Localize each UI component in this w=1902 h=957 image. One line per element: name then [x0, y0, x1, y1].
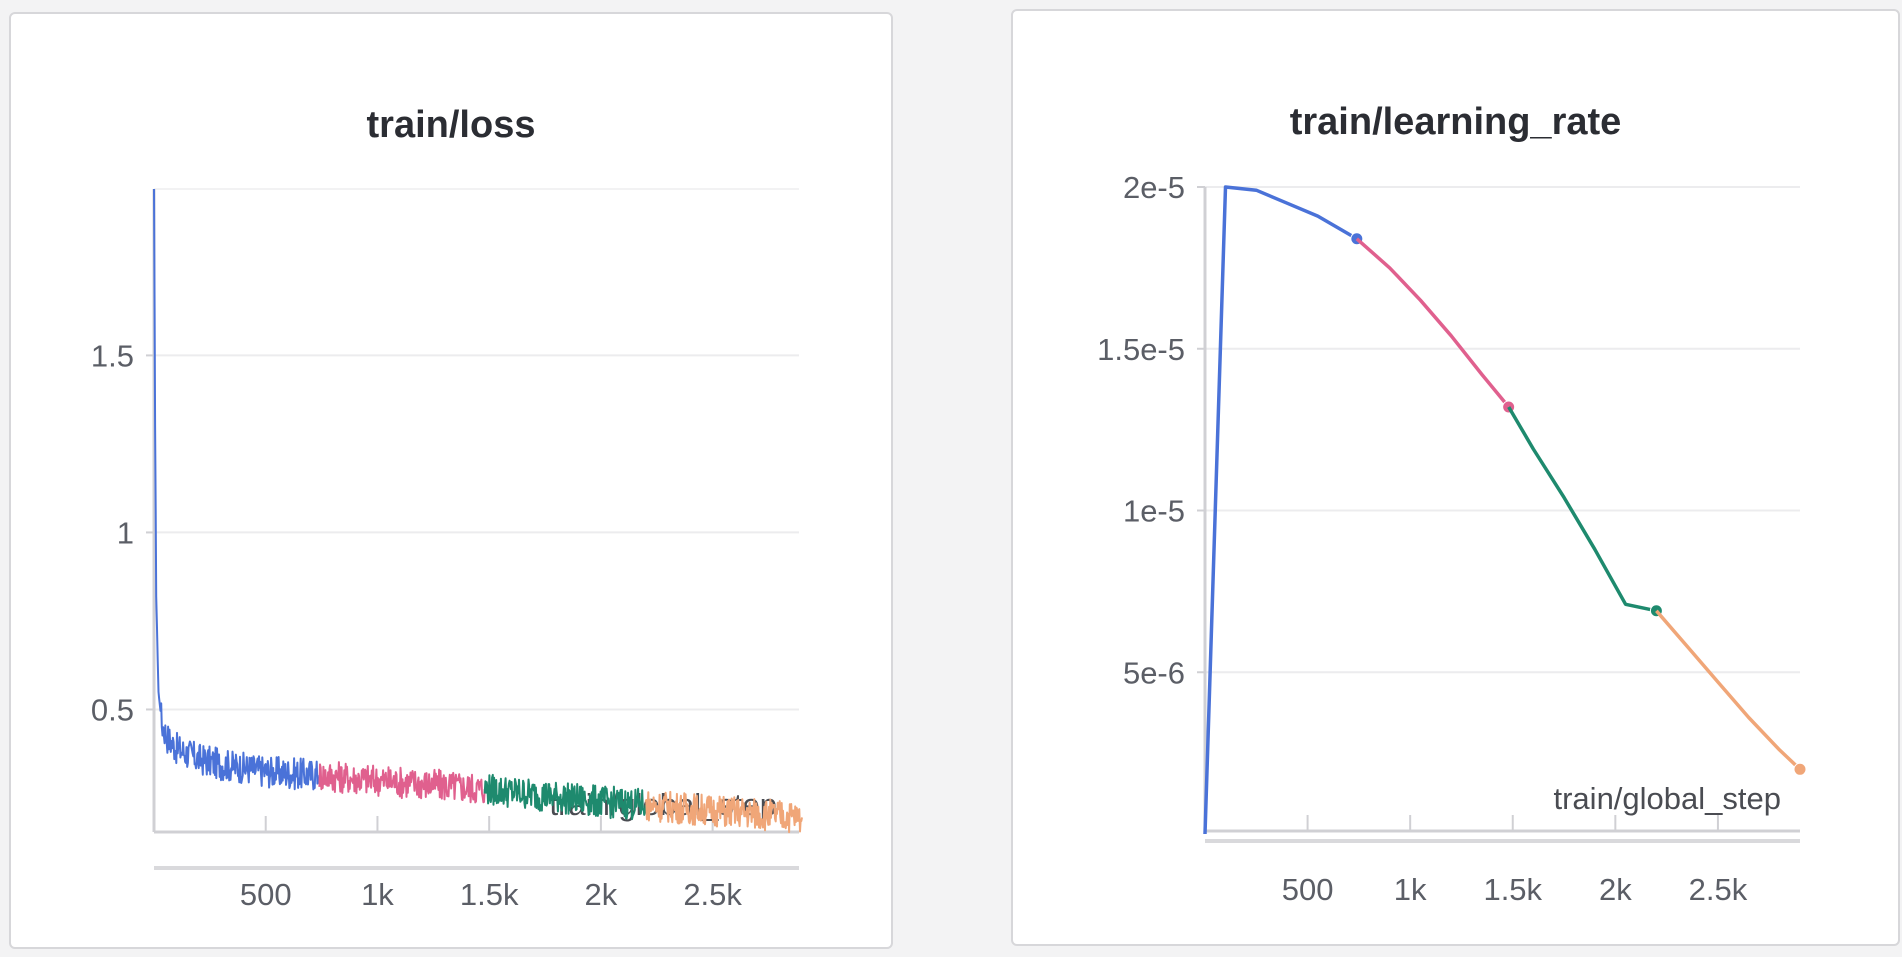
x-tick-label: 1.5k: [460, 877, 519, 912]
x-tick-label: 2k: [585, 877, 618, 912]
series-line-0: [1203, 185, 1358, 835]
y-tick-label: 5e-6: [1123, 655, 1185, 690]
series-line-3: [644, 790, 803, 834]
series-line-1: [1355, 237, 1511, 409]
y-tick-label: 1e-5: [1123, 494, 1185, 529]
series-line-2: [1507, 406, 1657, 613]
y-tick-label: 1: [117, 515, 134, 550]
series-line-2: [483, 773, 647, 821]
y-tick-label: 1.5: [91, 338, 134, 373]
series-end-point-3: [1793, 762, 1807, 776]
x-tick-label: 500: [240, 877, 292, 912]
series-line-1: [318, 761, 486, 804]
x-tick-label: 2k: [1599, 872, 1632, 907]
x-tick-label: 1.5k: [1483, 872, 1542, 907]
learning-rate-chart: 5e-6 1e-5 1.5e-5 2e-5 500 1k 1.5k 2k 2.5k train/g…: [1097, 170, 1807, 907]
x-tick-label: 2.5k: [1689, 872, 1748, 907]
x-axis-title: train/global_step: [1554, 781, 1782, 816]
y-tick-label: 1.5e-5: [1097, 332, 1185, 367]
chart-title: train/loss: [366, 104, 536, 146]
chart-title: train/learning_rate: [1289, 101, 1622, 143]
x-tick-label: 500: [1282, 872, 1334, 907]
learning-rate-chart-panel: train/learning_rate 5e-6 1e-5 1.5e-5 2e-5 50…: [1011, 9, 1900, 946]
series-line-3: [1655, 609, 1802, 771]
y-tick-label: 2e-5: [1123, 170, 1185, 205]
x-tick-label: 1k: [361, 877, 394, 912]
y-tick-label: 0.5: [91, 692, 134, 727]
x-tick-label: 2.5k: [683, 877, 742, 912]
loss-chart-panel: train/loss 0.5 1 1.5 500 1k 1.5k 2k 2.5k train/g…: [9, 12, 893, 949]
x-tick-label: 1k: [1394, 872, 1427, 907]
series-line-0: [153, 188, 321, 791]
